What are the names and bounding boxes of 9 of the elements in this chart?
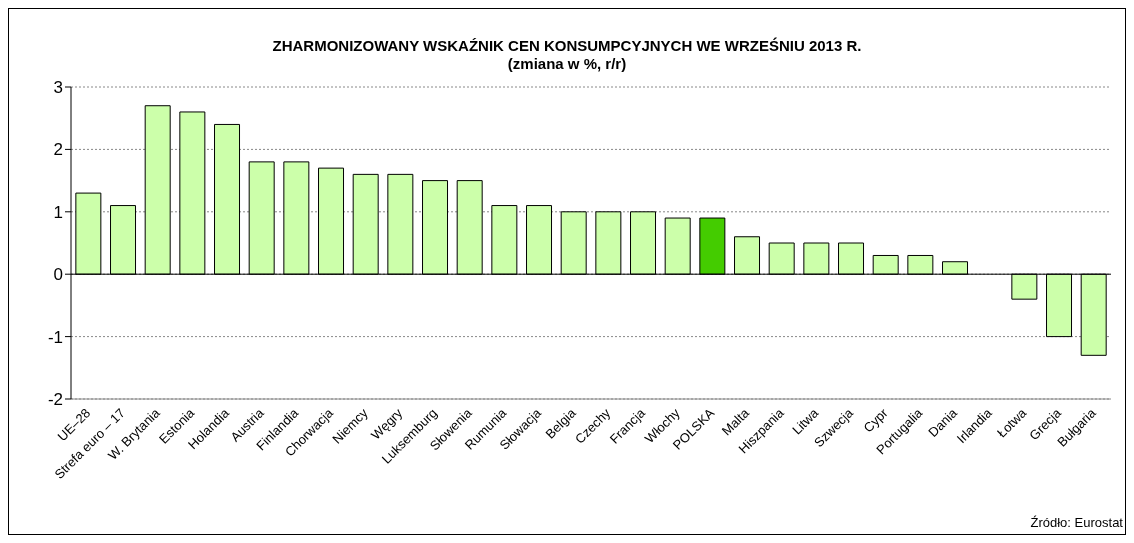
y-tick-label: 0	[53, 265, 63, 285]
text: Źródło: Eurostat	[1030, 515, 1123, 530]
y-tick-label: 3	[53, 78, 63, 98]
y-tick-label: -1	[47, 327, 63, 347]
y-tick-label: -2	[47, 390, 63, 410]
chart-subtitle: (zmiana w %, r/r)	[506, 55, 628, 73]
y-tick-label: 1	[53, 202, 63, 222]
chart-title: ZHARMONIZOWANY WSKAŹNIK CEN KONSUMPCYJNYCH WE WRZEŚNIU 2013 R.	[271, 37, 863, 55]
y-tick-label: 2	[53, 140, 63, 160]
